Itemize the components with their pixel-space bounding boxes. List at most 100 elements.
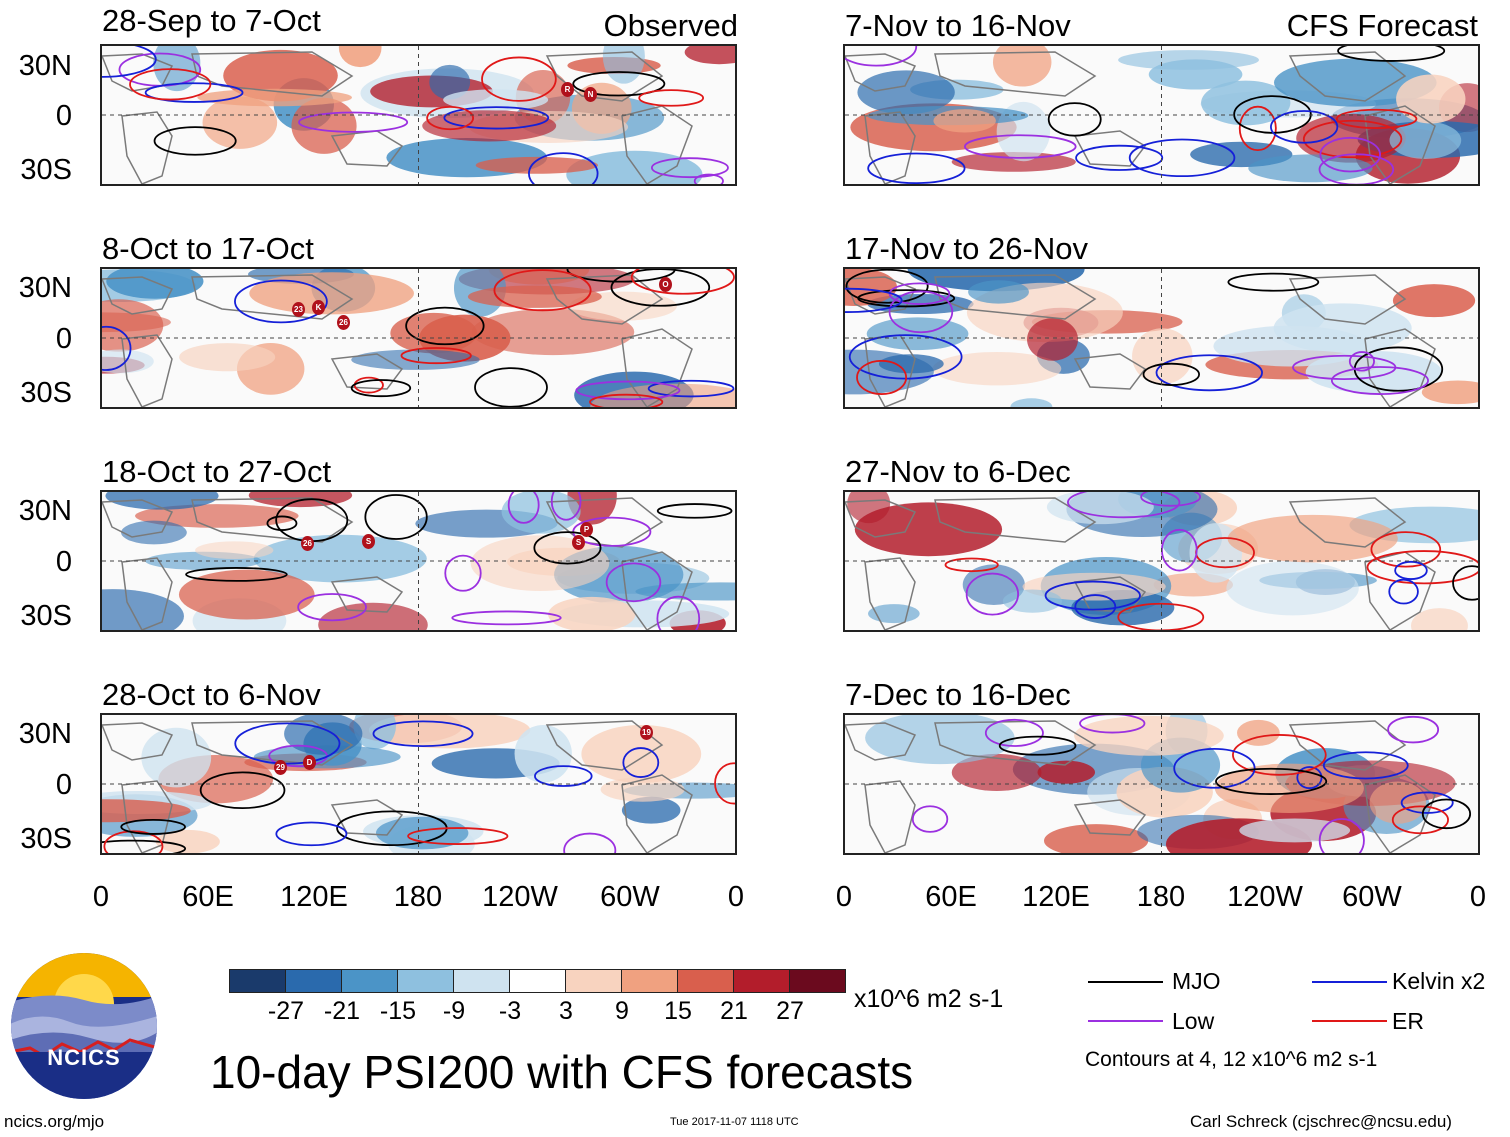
contour-line (493, 269, 592, 312)
colorbar-tick-label: 21 (720, 997, 748, 1025)
contour-line (1388, 578, 1419, 605)
colorbar-swatch (341, 969, 398, 993)
psi200-map (845, 46, 1478, 184)
coastline (934, 720, 1097, 766)
contour-line (589, 393, 664, 407)
panel-title: 28-Sep to 7-Oct (102, 3, 321, 38)
contour-line (1215, 767, 1328, 795)
psi200-map (845, 492, 1478, 630)
coastline (1288, 274, 1407, 325)
coastline (1288, 497, 1407, 548)
contour-line (199, 771, 286, 810)
anomaly-shading (318, 602, 428, 630)
colorbar-tick-label: 9 (615, 997, 629, 1025)
contour-line (1227, 272, 1320, 292)
contour-line (185, 567, 288, 582)
anomaly-shading (1396, 74, 1466, 124)
ncics-logo: NCICS (10, 952, 158, 1100)
lat-label: 0 (55, 323, 72, 355)
anomaly-shading (590, 383, 735, 407)
coastline (621, 774, 693, 853)
anomaly-shading (1027, 318, 1079, 361)
contour-line (275, 821, 348, 847)
storm-marker: 26 (337, 315, 350, 330)
colorbar-swatch (565, 969, 622, 993)
coastline (621, 551, 693, 630)
contour-line (1238, 105, 1277, 152)
coastline (121, 111, 173, 184)
lon-label: 120W (482, 881, 558, 913)
contour-line (234, 279, 328, 324)
anomaly-shading (351, 349, 480, 370)
footer-credit: Carl Schreck (cjschrec@ncsu.edu) (1190, 1112, 1452, 1131)
colorbar-tick-label: -15 (379, 997, 417, 1025)
anomaly-shading (249, 272, 414, 315)
anomaly-shading (179, 343, 276, 372)
lon-label: 0 (92, 881, 110, 913)
anomaly-shading (932, 351, 1062, 386)
anomaly-shading (1421, 380, 1478, 405)
storm-marker: 29 (274, 760, 287, 775)
contour-line (1128, 138, 1236, 178)
lat-label: 0 (55, 546, 72, 578)
contour-line (1319, 136, 1381, 173)
logo-graphic (11, 953, 157, 1099)
contour-line (566, 269, 676, 283)
anomaly-shading (106, 269, 204, 299)
anomaly-shading (600, 777, 685, 802)
coastline (102, 722, 174, 761)
anomaly-shading (135, 504, 299, 528)
contour-line (575, 380, 681, 401)
contour-line (102, 46, 157, 78)
coastline (330, 799, 404, 836)
footer-url[interactable]: ncics.org/mjo (4, 1112, 105, 1131)
coastline (621, 328, 693, 407)
contour-line (857, 289, 956, 308)
lat-label: 30N (18, 50, 72, 82)
anomaly-shading (951, 753, 1042, 792)
contour-line (350, 379, 412, 398)
anomaly-shading (338, 46, 382, 68)
anomaly-shading (857, 70, 955, 115)
contour-line (528, 152, 599, 184)
coastline (545, 720, 664, 771)
map-panel (100, 490, 737, 632)
anomaly-shading (141, 727, 212, 788)
contour-line (1079, 715, 1146, 734)
psi200-map (102, 269, 735, 407)
anomaly-shading (102, 349, 154, 374)
panel-title: 18-Oct to 27-Oct (102, 454, 332, 489)
anomaly-shading (1305, 351, 1442, 394)
coastline (102, 276, 174, 315)
contour-line (888, 290, 954, 334)
colorbar-swatch (733, 969, 790, 993)
anomaly-shading (429, 64, 471, 100)
colorbar-tick-label: -3 (498, 997, 522, 1025)
contour-line (443, 106, 550, 130)
map-panel (100, 713, 737, 855)
contour-line (1337, 46, 1446, 62)
lon-label: 0 (727, 881, 745, 913)
contour-line (1330, 366, 1429, 395)
anomaly-shading (105, 492, 219, 510)
contour-line (944, 557, 999, 573)
coastline (864, 111, 916, 184)
anomaly-shading (1074, 715, 1224, 756)
anomaly-shading (865, 715, 1015, 765)
contour-line (1142, 362, 1200, 386)
coastline (121, 334, 173, 407)
psi200-map (102, 46, 735, 184)
anomaly-shading (1046, 492, 1154, 525)
coastline (191, 51, 354, 97)
lon-label: 180 (393, 881, 443, 913)
anomaly-shading (1010, 398, 1053, 407)
contour-line (984, 718, 1044, 747)
contour-line (1140, 492, 1202, 507)
contour-line (650, 157, 729, 179)
anomaly-shading (443, 89, 549, 111)
coastline (1073, 799, 1147, 836)
contour-line (998, 735, 1077, 756)
contour-line (622, 747, 660, 778)
coastline (330, 353, 404, 390)
contour-line (693, 173, 724, 184)
